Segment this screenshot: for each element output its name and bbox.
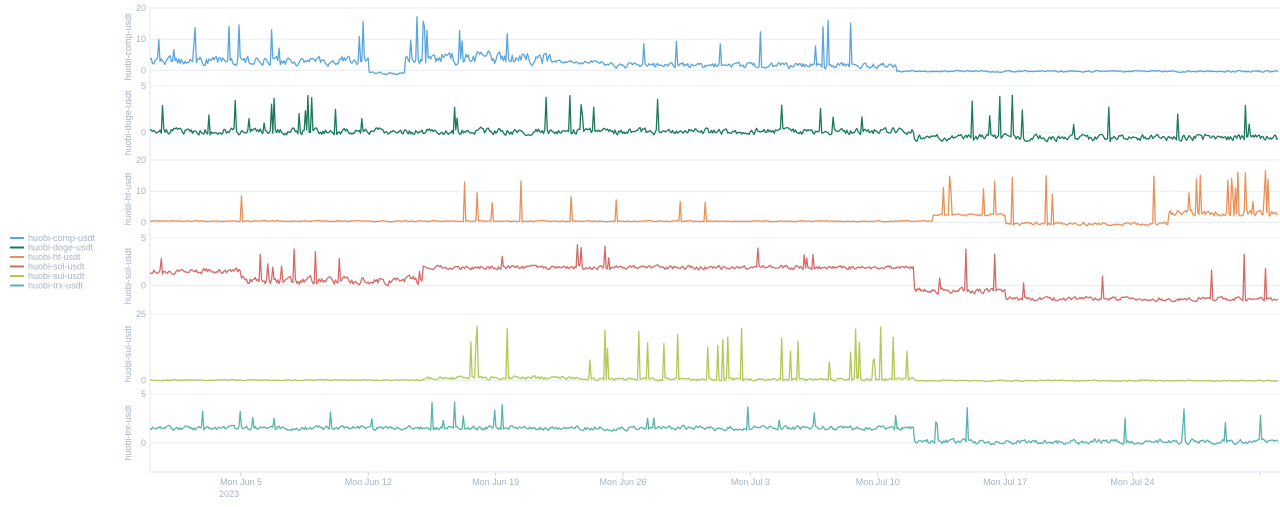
panel-label: huobi-ht-usdt bbox=[123, 172, 133, 225]
legend-label: huobi-doge-usdt bbox=[28, 243, 94, 253]
legend: huobi-comp-usdthuobi-doge-usdthuobi-ht-u… bbox=[10, 233, 96, 291]
series-line-huobi-sui-usdt bbox=[149, 326, 1279, 383]
axes-layer: 01020huobi-comp-usdt05huobi-doge-usdt010… bbox=[123, 3, 1280, 499]
legend-label: huobi-ht-usdt bbox=[28, 252, 81, 262]
x-tick-label: Mon Jun 26 bbox=[600, 477, 647, 487]
y-tick-label: 0 bbox=[141, 438, 146, 448]
y-tick-label: 20 bbox=[136, 3, 146, 13]
x-year-label: 2023 bbox=[219, 489, 239, 499]
y-tick-label: 25 bbox=[136, 309, 146, 319]
x-tick-label: Mon Jul 17 bbox=[983, 477, 1027, 487]
legend-label: huobi-comp-usdt bbox=[28, 233, 96, 243]
y-tick-label: 20 bbox=[136, 155, 146, 165]
x-tick-label: Mon Jun 5 bbox=[220, 477, 262, 487]
panel-label: huobi-trx-usdt bbox=[123, 405, 133, 461]
series-line-huobi-doge-usdt bbox=[149, 94, 1279, 143]
y-tick-label: 0 bbox=[141, 281, 146, 291]
y-tick-label: 0 bbox=[141, 65, 146, 75]
y-tick-label: 10 bbox=[136, 34, 146, 44]
y-tick-label: 5 bbox=[141, 81, 146, 91]
series-layer bbox=[149, 15, 1279, 446]
y-tick-label: 10 bbox=[136, 186, 146, 196]
x-tick-label: Mon Jul 24 bbox=[1110, 477, 1154, 487]
legend-label: huobi-sol-usdt bbox=[28, 262, 85, 272]
panel-label: huobi-comp-usdt bbox=[123, 13, 133, 81]
x-tick-label: Mon Jul 10 bbox=[856, 477, 900, 487]
y-tick-label: 5 bbox=[141, 233, 146, 243]
y-tick-label: 0 bbox=[141, 127, 146, 137]
panel-label: huobi-sui-usdt bbox=[123, 325, 133, 382]
panel-label: huobi-sol-usdt bbox=[123, 247, 133, 304]
x-tick-label: Mon Jun 19 bbox=[472, 477, 519, 487]
y-tick-label: 0 bbox=[141, 217, 146, 227]
series-line-huobi-trx-usdt bbox=[149, 401, 1279, 446]
panel-label: huobi-doge-usdt bbox=[123, 90, 133, 156]
legend-label: huobi-trx-usdt bbox=[28, 281, 84, 291]
y-tick-label: 0 bbox=[141, 376, 146, 386]
x-tick-label: Mon Jun 12 bbox=[345, 477, 392, 487]
y-tick-label: 5 bbox=[141, 389, 146, 399]
series-line-huobi-sol-usdt bbox=[149, 244, 1279, 303]
legend-label: huobi-sui-usdt bbox=[28, 271, 85, 281]
series-line-huobi-ht-usdt bbox=[149, 170, 1278, 227]
x-tick-label: Mon Jul 3 bbox=[731, 477, 770, 487]
series-line-huobi-comp-usdt bbox=[149, 15, 1279, 76]
